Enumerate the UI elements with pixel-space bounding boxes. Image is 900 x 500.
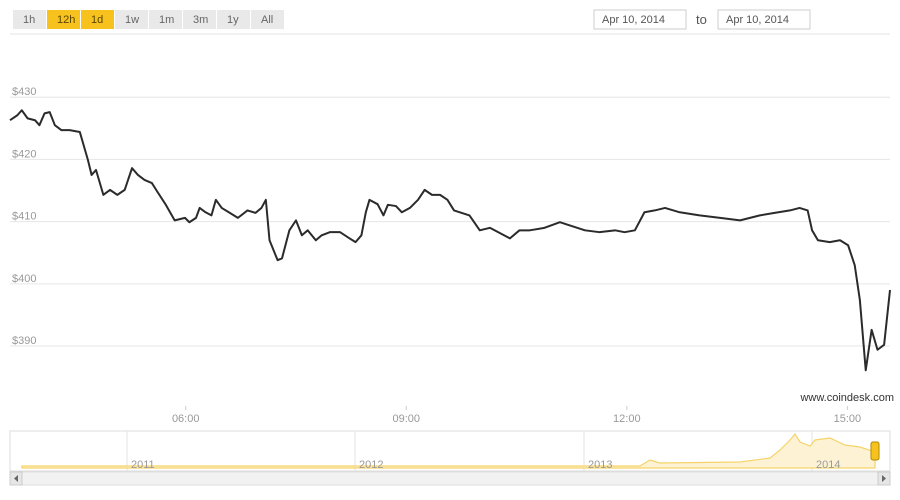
date-from-box[interactable] bbox=[593, 9, 687, 30]
date-to-box[interactable] bbox=[717, 9, 811, 30]
scrollbar[interactable] bbox=[9, 471, 891, 486]
price-line bbox=[9, 109, 891, 372]
navigator-year: 2013 bbox=[588, 459, 612, 471]
navigator-year: 2012 bbox=[359, 459, 383, 471]
watermark: www.coindesk.com bbox=[799, 392, 894, 404]
date-from: Apr 10, 2014 bbox=[602, 14, 665, 26]
navigator: 2011 2012 2013 2014 bbox=[9, 430, 891, 486]
range-button-label: 1d bbox=[91, 14, 103, 26]
range-button-label: All bbox=[261, 14, 273, 26]
y-tick-label: $410 bbox=[12, 211, 36, 223]
navigator-year: 2011 bbox=[131, 459, 155, 471]
date-separator: to bbox=[696, 12, 707, 27]
range-button-label: 1h bbox=[23, 14, 35, 26]
range-button[interactable] bbox=[149, 10, 182, 29]
scroll-left-arrow bbox=[14, 475, 18, 482]
range-button[interactable] bbox=[217, 10, 250, 29]
y-tick-label: $390 bbox=[12, 335, 36, 347]
navigator-handle[interactable] bbox=[870, 441, 880, 461]
range-button-label: 1y bbox=[227, 14, 239, 26]
plot: $390 $400 $410 $420 $430 06:00 09:00 12:00 15:00 bbox=[9, 86, 891, 425]
range-button[interactable] bbox=[183, 10, 216, 29]
y-tick-label: $430 bbox=[12, 86, 36, 98]
navigator-area bbox=[21, 432, 876, 469]
x-tick-label: 09:00 bbox=[392, 413, 420, 425]
range-button-label: 3m bbox=[193, 14, 208, 26]
date-to: Apr 10, 2014 bbox=[726, 14, 789, 26]
range-button[interactable] bbox=[251, 10, 284, 29]
range-button-label: 12h bbox=[57, 14, 75, 26]
x-tick-label: 06:00 bbox=[172, 413, 200, 425]
range-button[interactable] bbox=[115, 10, 148, 29]
x-tick-label: 15:00 bbox=[834, 413, 862, 425]
y-tick-label: $400 bbox=[12, 273, 36, 285]
range-buttons: 1h 12h 1d 1w 1m 3m 1y All bbox=[13, 10, 284, 29]
range-button-label: 1m bbox=[159, 14, 174, 26]
y-tick-label: $420 bbox=[12, 148, 36, 160]
range-button[interactable] bbox=[81, 10, 114, 29]
scroll-right-arrow bbox=[882, 475, 886, 482]
range-button[interactable] bbox=[13, 10, 46, 29]
x-tick-label: 12:00 bbox=[613, 413, 641, 425]
navigator-year: 2014 bbox=[816, 459, 840, 471]
range-button[interactable] bbox=[47, 10, 80, 29]
range-button-label: 1w bbox=[125, 14, 139, 26]
